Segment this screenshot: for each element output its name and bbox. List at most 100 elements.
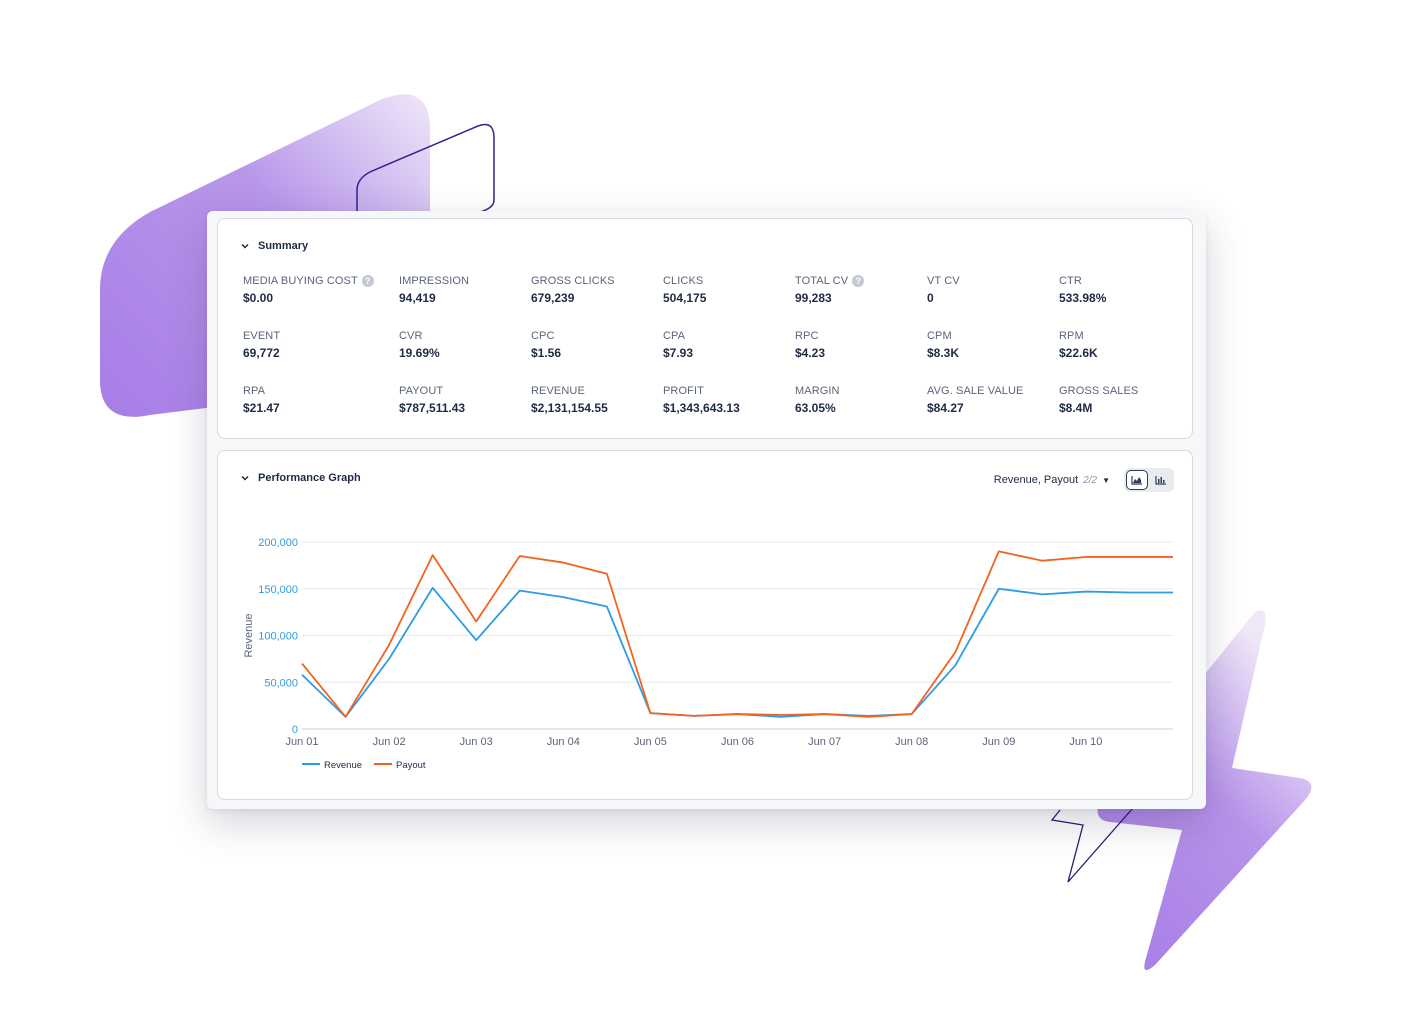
performance-chart: 200,000 150,000 100,000 50,000 0 Revenue Jun 0…: [243, 537, 1173, 771]
outline-parallelogram-shape: [356, 123, 495, 213]
metric-label-text: RPM: [1059, 330, 1084, 342]
metric-label: CPC: [531, 328, 663, 344]
performance-graph-title: Performance Graph: [258, 472, 361, 484]
metric-value: $2,131,154.55: [531, 401, 608, 415]
metric-label-text: PROFIT: [663, 385, 704, 397]
metric-label: EVENT: [243, 328, 399, 344]
help-icon[interactable]: ?: [852, 275, 865, 287]
metric-label: REVENUE: [531, 383, 663, 399]
dashboard-card: Summary MEDIA BUYING COST? $0.00 IMPRESSIO…: [207, 211, 1206, 809]
series-selector[interactable]: Revenue, Payout 2/2 ▼: [994, 474, 1110, 486]
metric-label-text: CLICKS: [663, 275, 704, 287]
metric-label: GROSS SALES: [1059, 383, 1169, 399]
metric-item: CLICKS 504,175: [663, 273, 795, 328]
metric-item: CPA $7.93: [663, 328, 795, 383]
y-tick-label: 0: [292, 724, 298, 736]
y-tick-label: 100,000: [258, 631, 298, 643]
metric-label: CTR: [1059, 273, 1169, 289]
summary-header[interactable]: Summary: [240, 240, 308, 252]
metric-label: CVR: [399, 328, 531, 344]
metric-value: $84.27: [927, 401, 964, 415]
bar-chart-button[interactable]: [1150, 470, 1172, 490]
x-tick-label: Jun 07: [808, 736, 841, 748]
metric-value: 504,175: [663, 291, 707, 305]
performance-graph-panel: 200,000 150,000 100,000 50,000 0 Revenue Jun 0…: [217, 450, 1193, 800]
metric-value: 63.05%: [795, 401, 836, 415]
metric-item: EVENT 69,772: [243, 328, 399, 383]
metric-item: IMPRESSION 94,419: [399, 273, 531, 328]
metric-value: $787,511.43: [399, 401, 466, 415]
metric-value: 0: [927, 291, 934, 305]
metric-value: 679,239: [531, 291, 575, 305]
metric-value: 533.98%: [1059, 291, 1107, 305]
metric-value: $1,343,643.13: [663, 401, 740, 415]
series-selector-label: Revenue, Payout: [993, 474, 1079, 486]
metric-label: PROFIT: [663, 383, 795, 399]
metric-label: CLICKS: [663, 273, 795, 289]
metric-label-text: MARGIN: [795, 385, 840, 397]
metric-label-text: VT CV: [927, 275, 960, 287]
series-selector-count: 2/2: [1083, 474, 1098, 486]
metric-value: $1.56: [531, 346, 562, 360]
area-chart-button[interactable]: [1126, 470, 1148, 490]
metrics-grid: MEDIA BUYING COST? $0.00 IMPRESSION 94,419 G…: [243, 273, 1169, 438]
metric-item: RPM $22.6K: [1059, 328, 1169, 383]
metric-label-text: IMPRESSION: [399, 275, 470, 287]
metric-value: 99,283: [795, 291, 832, 305]
metric-value: $22.6K: [1059, 346, 1098, 360]
x-tick-label: Jun 02: [373, 736, 406, 748]
metric-label: GROSS CLICKS: [531, 273, 663, 289]
summary-panel: Summary MEDIA BUYING COST? $0.00 IMPRESSIO…: [217, 218, 1193, 439]
metric-item: RPA $21.47: [243, 383, 399, 438]
metric-label-text: MEDIA BUYING COST: [243, 275, 358, 287]
metric-label-text: GROSS SALES: [1059, 385, 1139, 397]
chart-view-toggle: [1124, 468, 1174, 492]
x-tick-label: Jun 06: [721, 736, 754, 748]
metric-item: CPC $1.56: [531, 328, 663, 383]
legend-label: Payout: [396, 760, 426, 771]
metric-label: TOTAL CV?: [795, 273, 927, 289]
metric-label-text: EVENT: [243, 330, 281, 342]
metric-label-text: CVR: [399, 330, 423, 342]
metric-item: TOTAL CV? 99,283: [795, 273, 927, 328]
metric-label: MARGIN: [795, 383, 927, 399]
chevron-down-icon: [241, 243, 249, 249]
chevron-down-icon: [241, 475, 249, 481]
metric-label: VT CV: [927, 273, 1059, 289]
area-chart-icon: [1131, 476, 1142, 485]
x-tick-label: Jun 03: [460, 736, 493, 748]
metric-label-text: CPA: [663, 330, 686, 342]
y-tick-label: 50,000: [264, 677, 298, 689]
y-axis-label: Revenue: [243, 613, 255, 657]
metric-label: RPC: [795, 328, 927, 344]
metric-item: MARGIN 63.05%: [795, 383, 927, 438]
outline-lightning-shape: [1050, 799, 1141, 883]
metric-value: $7.93: [663, 346, 694, 360]
metric-item: GROSS SALES $8.4M: [1059, 383, 1169, 438]
metric-label-text: RPC: [795, 330, 819, 342]
metric-label-text: GROSS CLICKS: [531, 275, 615, 287]
metric-label-text: CTR: [1059, 275, 1082, 287]
metric-label: PAYOUT: [399, 383, 531, 399]
metric-label: CPA: [663, 328, 795, 344]
metric-label-text: REVENUE: [531, 385, 585, 397]
metric-label: CPM: [927, 328, 1059, 344]
performance-graph-header[interactable]: Performance Graph: [240, 472, 361, 484]
metric-value: $21.47: [243, 401, 280, 415]
y-tick-label: 150,000: [258, 584, 298, 596]
metric-item: REVENUE $2,131,154.55: [531, 383, 663, 438]
help-icon[interactable]: ?: [361, 275, 374, 287]
metric-label: RPM: [1059, 328, 1169, 344]
metric-item: CTR 533.98%: [1059, 273, 1169, 328]
metric-label-text: RPA: [243, 385, 266, 397]
metric-value: 69,772: [243, 346, 280, 360]
summary-title: Summary: [258, 240, 309, 252]
metric-label: IMPRESSION: [399, 273, 531, 289]
metric-item: PAYOUT $787,511.43: [399, 383, 531, 438]
metric-value: $8.3K: [927, 346, 960, 360]
metric-label: AVG. SALE VALUE: [927, 383, 1059, 399]
metric-item: AVG. SALE VALUE $84.27: [927, 383, 1059, 438]
bar-chart-icon: [1155, 476, 1166, 485]
metric-label-text: TOTAL CV: [795, 275, 849, 287]
legend-label: Revenue: [324, 760, 362, 771]
